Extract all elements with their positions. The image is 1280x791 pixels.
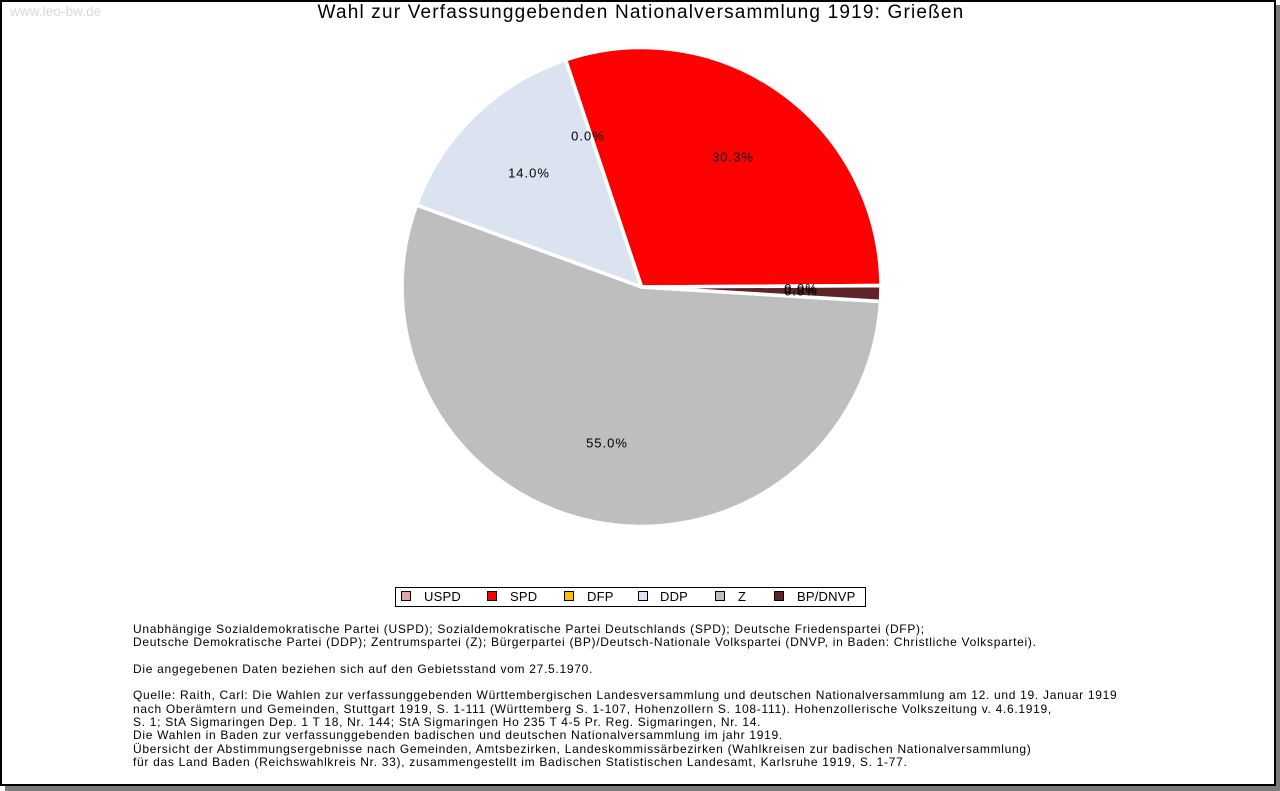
svg-text:0.0%: 0.0% <box>784 281 818 296</box>
svg-text:0.8%: 0.8% <box>784 284 818 299</box>
svg-text:55.0%: 55.0% <box>586 436 628 451</box>
svg-text:0.0%: 0.0% <box>571 129 605 144</box>
svg-text:14.0%: 14.0% <box>508 166 550 181</box>
svg-text:30.3%: 30.3% <box>712 150 754 165</box>
